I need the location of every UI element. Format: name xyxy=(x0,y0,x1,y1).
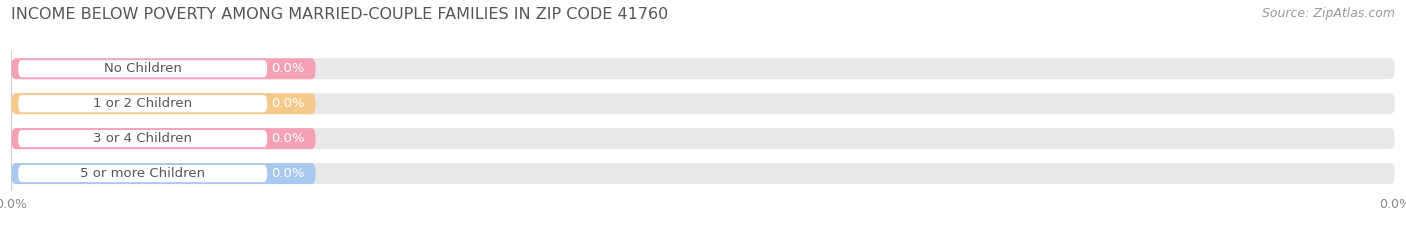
Text: 0.0%: 0.0% xyxy=(271,97,305,110)
FancyBboxPatch shape xyxy=(11,93,1395,114)
FancyBboxPatch shape xyxy=(11,163,315,184)
Text: 0.0%: 0.0% xyxy=(271,62,305,75)
FancyBboxPatch shape xyxy=(11,163,1395,184)
FancyBboxPatch shape xyxy=(18,165,267,182)
Text: 0.0%: 0.0% xyxy=(271,167,305,180)
Text: Source: ZipAtlas.com: Source: ZipAtlas.com xyxy=(1261,7,1395,20)
FancyBboxPatch shape xyxy=(18,60,267,77)
FancyBboxPatch shape xyxy=(11,93,315,114)
FancyBboxPatch shape xyxy=(18,130,267,147)
FancyBboxPatch shape xyxy=(11,128,315,149)
FancyBboxPatch shape xyxy=(11,58,1395,79)
FancyBboxPatch shape xyxy=(18,95,267,112)
FancyBboxPatch shape xyxy=(11,128,1395,149)
FancyBboxPatch shape xyxy=(11,58,315,79)
Text: No Children: No Children xyxy=(104,62,181,75)
Text: INCOME BELOW POVERTY AMONG MARRIED-COUPLE FAMILIES IN ZIP CODE 41760: INCOME BELOW POVERTY AMONG MARRIED-COUPL… xyxy=(11,7,668,22)
Text: 3 or 4 Children: 3 or 4 Children xyxy=(93,132,193,145)
Text: 5 or more Children: 5 or more Children xyxy=(80,167,205,180)
Text: 0.0%: 0.0% xyxy=(271,132,305,145)
Text: 1 or 2 Children: 1 or 2 Children xyxy=(93,97,193,110)
